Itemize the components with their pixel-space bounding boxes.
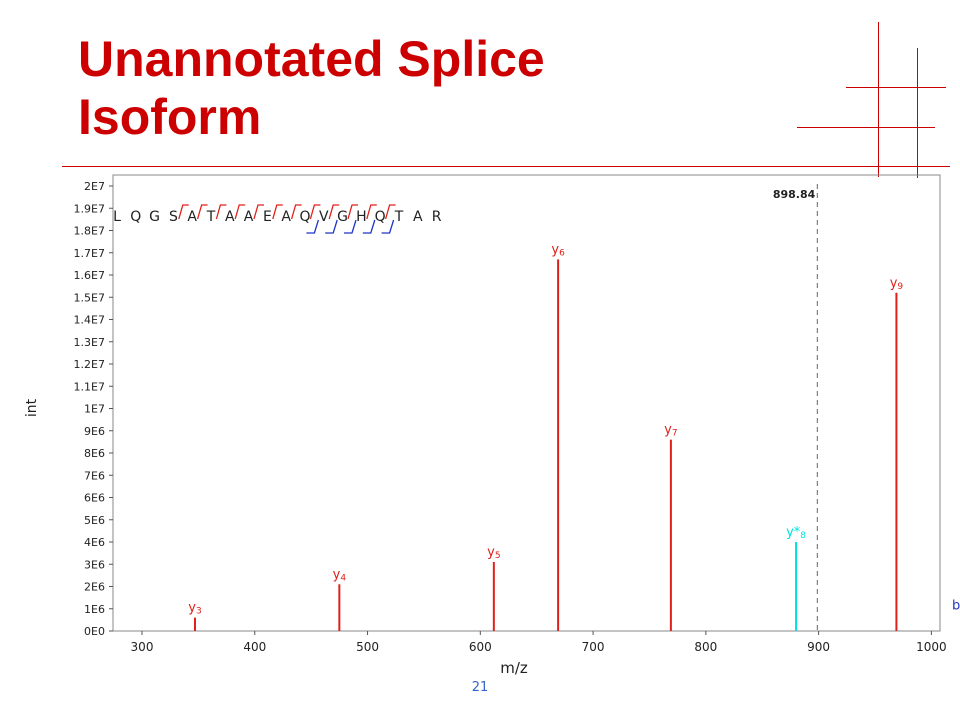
peptide-residue: G — [149, 209, 160, 225]
y-ion-fragment-mark — [384, 204, 396, 220]
y-tick-label: 1.3E7 — [74, 336, 105, 349]
y-ion-fragment-mark — [328, 204, 340, 220]
y-tick-label: 1.1E7 — [74, 380, 105, 393]
y-ion-fragment-mark — [347, 204, 358, 220]
ion-label-y3: y3 — [188, 601, 201, 617]
peptide-residue: H — [356, 209, 367, 225]
y-tick-label: 1.2E7 — [74, 358, 105, 371]
y-tick-label: 2E6 — [84, 581, 105, 594]
ion-label-b11: b11 — [952, 598, 960, 614]
b-ion-fragment-mark — [306, 219, 320, 234]
b-ion-fragment-mark — [381, 219, 395, 234]
x-tick-label: 400 — [243, 640, 266, 654]
slide-title-line-2: Isoform — [78, 89, 262, 145]
y-tick-label: 9E6 — [84, 425, 105, 438]
ion-label-ystar8: y*8 — [786, 525, 806, 541]
x-axis-label: m/z — [500, 659, 528, 677]
slide-title-line-1: Unannotated Splice — [78, 31, 545, 87]
y-tick-label: 6E6 — [84, 492, 105, 505]
ion-label-y7: y7 — [664, 423, 677, 439]
y-ion-fragment-mark — [290, 204, 302, 220]
peptide-residue: A — [413, 209, 423, 225]
b-ion-fragment-mark — [344, 219, 357, 234]
slide-title: Unannotated Splice Isoform — [78, 30, 778, 146]
y-tick-label: 3E6 — [84, 558, 105, 571]
ion-label-y5: y5 — [487, 545, 500, 561]
y-ion-fragment-mark — [253, 204, 264, 220]
decorative-vertical-line-2 — [917, 48, 918, 178]
y-tick-label: 1.9E7 — [74, 202, 105, 215]
x-tick-label: 900 — [807, 640, 830, 654]
peptide-residue: A — [187, 209, 197, 225]
ion-label-y9: y9 — [890, 276, 904, 292]
peptide-residue: V — [319, 209, 329, 225]
y-ion-fragment-mark — [309, 204, 321, 220]
ion-label-y4: y4 — [333, 567, 347, 583]
y-tick-label: 7E6 — [84, 469, 105, 482]
peptide-residue: Q — [130, 209, 141, 225]
peptide-residue: A — [225, 209, 235, 225]
peptide-residue: Q — [299, 209, 310, 225]
b-ion-fragment-mark — [325, 219, 338, 234]
x-tick-label: 700 — [582, 640, 605, 654]
y-tick-label: 5E6 — [84, 514, 105, 527]
peptide-residue: L — [113, 209, 121, 225]
peptide-residue: T — [206, 209, 216, 225]
x-tick-label: 800 — [694, 640, 717, 654]
y-ion-fragment-mark — [366, 204, 377, 220]
x-tick-label: 500 — [356, 640, 379, 654]
y-tick-label: 2E7 — [84, 180, 105, 193]
decorative-horizontal-line-2 — [797, 127, 935, 128]
peptide-residue: T — [394, 209, 404, 225]
peptide-residue: G — [337, 209, 348, 225]
peptide-residue: S — [169, 209, 178, 225]
peptide-residue: Q — [375, 209, 386, 225]
precursor-mz-label: 898.84 — [773, 188, 816, 201]
title-divider — [62, 166, 950, 167]
y-tick-label: 8E6 — [84, 447, 105, 460]
y-tick-label: 1E7 — [84, 403, 105, 416]
x-tick-label: 1000 — [916, 640, 947, 654]
y-tick-label: 4E6 — [84, 536, 105, 549]
y-tick-label: 1.5E7 — [74, 291, 105, 304]
y-ion-fragment-mark — [215, 204, 227, 220]
x-tick-label: 300 — [131, 640, 154, 654]
page-number: 21 — [471, 680, 489, 695]
peptide-residue: E — [263, 209, 272, 225]
peptide-residue: A — [281, 209, 291, 225]
y-tick-label: 1.8E7 — [74, 225, 105, 238]
y-tick-label: 0E0 — [84, 625, 105, 638]
y-ion-fragment-mark — [178, 204, 189, 220]
peptide-residue: A — [244, 209, 254, 225]
x-tick-label: 600 — [469, 640, 492, 654]
ion-label-y6: y6 — [551, 242, 565, 258]
y-tick-label: 1.7E7 — [74, 247, 105, 260]
y-tick-label: 1E6 — [84, 603, 105, 616]
decorative-horizontal-line-1 — [846, 87, 946, 88]
peptide-residue: R — [432, 209, 442, 225]
y-ion-fragment-mark — [234, 204, 246, 220]
y-ion-fragment-mark — [272, 204, 283, 220]
y-tick-label: 1.4E7 — [74, 314, 105, 327]
plot-area-border — [112, 174, 941, 632]
decorative-vertical-line-1 — [878, 22, 879, 177]
y-axis-label: int — [24, 398, 40, 417]
b-ion-fragment-mark — [362, 219, 376, 234]
y-ion-fragment-mark — [196, 204, 208, 220]
y-tick-label: 1.6E7 — [74, 269, 105, 282]
